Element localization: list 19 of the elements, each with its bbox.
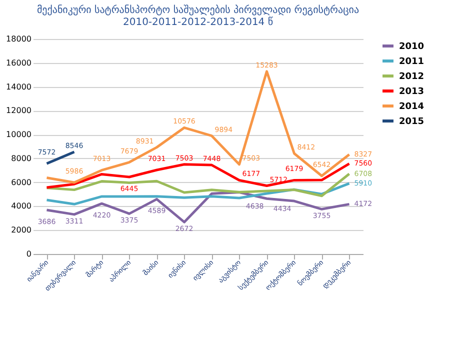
y-tick-label: 0 bbox=[26, 250, 32, 258]
line-series bbox=[46, 172, 350, 198]
y-tick-label: 10000 bbox=[6, 130, 32, 140]
y-tick-label: 18000 bbox=[6, 34, 32, 44]
legend-label: 2015 bbox=[399, 117, 424, 127]
y-tick-label: 6000 bbox=[11, 178, 32, 187]
text: 2010-2011-2012-2013-2014 წ bbox=[122, 17, 274, 28]
y-tick-label: 16000 bbox=[6, 58, 32, 68]
y-tick-label: 14000 bbox=[6, 82, 32, 92]
legend-label: 2010 bbox=[399, 42, 424, 52]
legend-label: 2014 bbox=[399, 102, 424, 112]
legend-label: 2011 bbox=[399, 57, 424, 67]
y-tick-label: 4000 bbox=[11, 202, 32, 211]
y-tick-label: 12000 bbox=[6, 106, 32, 116]
legend-label: 2013 bbox=[399, 87, 424, 97]
y-tick-label: 2000 bbox=[11, 226, 32, 235]
y-tick-label: 8000 bbox=[11, 154, 32, 163]
text: მექანიკური სატრანსპორტო საშუალების პირველადი რეგისტრაცია bbox=[36, 5, 360, 16]
legend-label: 2012 bbox=[399, 72, 424, 82]
